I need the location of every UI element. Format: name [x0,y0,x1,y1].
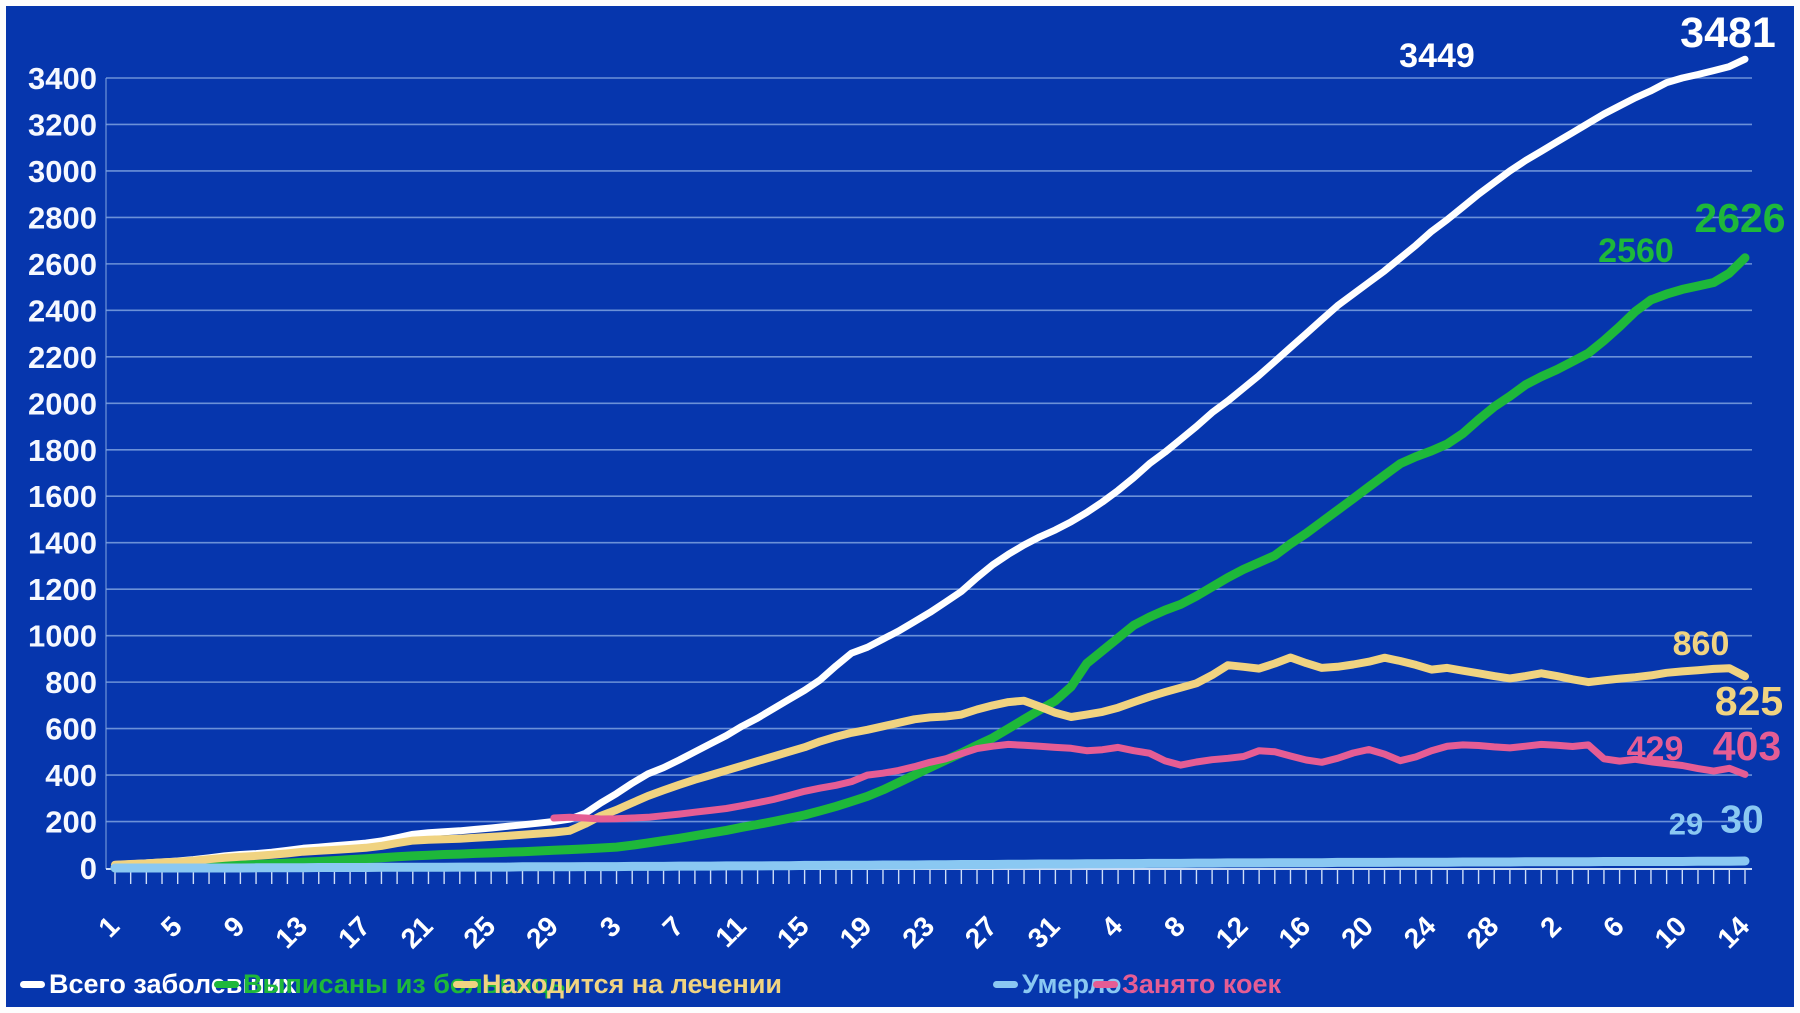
annotation-died-30: 30 [1720,799,1763,842]
svg-text:1400: 1400 [28,526,97,561]
svg-text:1600: 1600 [28,479,97,514]
annotation-treatment-860: 860 [1673,625,1730,663]
svg-text:0: 0 [80,851,97,886]
svg-text:2000: 2000 [28,386,97,421]
annotation-beds-429: 429 [1627,730,1684,768]
svg-text:200: 200 [45,805,97,840]
x-axis-labels: 1 5 9 13 17 21 25 29 3 7 11 15 19 23 27 31 4 8 12 16 20 24 28 2… [92,910,1755,954]
svg-text:600: 600 [45,712,97,747]
svg-text:31: 31 [1022,910,1066,954]
svg-text:1: 1 [92,910,125,943]
svg-text:7: 7 [657,910,690,943]
svg-text:25: 25 [457,910,501,954]
svg-text:17: 17 [332,910,376,954]
series-treatment-line [111,653,1749,869]
svg-text:3: 3 [594,910,627,943]
svg-text:12: 12 [1210,910,1254,954]
svg-text:19: 19 [834,910,878,954]
svg-text:800: 800 [45,665,97,700]
svg-text:1000: 1000 [28,619,97,654]
svg-text:16: 16 [1272,910,1316,954]
svg-text:400: 400 [45,758,97,793]
svg-text:24: 24 [1398,910,1442,954]
svg-text:2: 2 [1534,910,1567,943]
svg-text:21: 21 [395,910,439,954]
svg-text:2200: 2200 [28,340,97,375]
svg-text:3400: 3400 [28,61,97,96]
svg-text:1200: 1200 [28,572,97,607]
svg-text:11: 11 [709,910,752,953]
series-beds-line [550,740,1749,823]
svg-text:2800: 2800 [28,200,97,235]
svg-text:28: 28 [1461,910,1505,954]
annotation-treatment-825: 825 [1715,678,1783,724]
gridlines [106,77,1752,823]
svg-text:6: 6 [1597,910,1630,943]
series-died-line [110,856,1750,873]
svg-text:3000: 3000 [28,154,97,189]
annotation-died-29: 29 [1669,807,1703,842]
svg-text:14: 14 [1711,910,1755,954]
svg-text:20: 20 [1335,910,1379,954]
value-annotations: 3449 3481 2560 2626 860 825 429 403 29 30 [1399,9,1785,842]
svg-text:9: 9 [218,910,251,943]
y-axis-labels: 0 200 400 600 800 1000 1200 1400 1600 1800 2000 220… [28,61,97,886]
x-tick-marks [114,870,1746,884]
annotation-total-3449: 3449 [1399,37,1475,75]
annotation-beds-403: 403 [1713,723,1781,769]
annotation-total-3481: 3481 [1680,9,1776,57]
series-total-line [111,55,1749,868]
svg-text:2400: 2400 [28,293,97,328]
svg-text:3200: 3200 [28,107,97,142]
svg-text:13: 13 [269,910,313,954]
annotation-discharged-2560: 2560 [1598,232,1674,270]
svg-text:5: 5 [155,910,188,943]
series-discharged-line [110,253,1750,873]
svg-text:1800: 1800 [28,433,97,468]
svg-text:10: 10 [1649,910,1693,954]
annotation-discharged-2626: 2626 [1694,195,1785,241]
svg-text:4: 4 [1095,910,1128,943]
svg-text:23: 23 [896,910,940,954]
svg-text:29: 29 [520,910,564,954]
svg-text:15: 15 [771,910,815,954]
svg-text:2600: 2600 [28,247,97,282]
svg-text:8: 8 [1158,910,1191,943]
svg-text:27: 27 [959,910,1003,954]
